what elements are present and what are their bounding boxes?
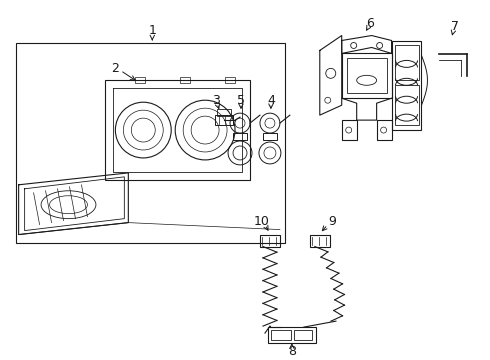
Text: 7: 7 [451, 20, 460, 33]
Bar [217, 109, 231, 116]
Bar [394, 45, 418, 80]
Bar [233, 133, 247, 140]
Bar [294, 330, 312, 340]
Bar [180, 77, 190, 83]
Bar [377, 120, 392, 140]
Bar [260, 235, 280, 247]
Text: 10: 10 [254, 215, 270, 228]
Bar [394, 85, 418, 125]
Bar [225, 77, 235, 83]
Bar [347, 58, 387, 93]
Bar [16, 44, 285, 243]
Bar [268, 327, 316, 343]
Text: 8: 8 [288, 345, 296, 357]
Bar [135, 77, 145, 83]
Text: 9: 9 [328, 215, 336, 228]
Text: 4: 4 [267, 94, 275, 107]
Text: 5: 5 [237, 94, 245, 107]
Bar [342, 120, 357, 140]
Bar [310, 235, 330, 247]
Text: 1: 1 [148, 24, 156, 37]
Text: 6: 6 [366, 17, 373, 30]
Bar [392, 41, 421, 130]
Bar [215, 115, 233, 125]
Text: 2: 2 [111, 62, 119, 75]
Bar [342, 53, 392, 98]
Bar [271, 330, 291, 340]
Bar [263, 133, 277, 140]
Text: 3: 3 [212, 94, 220, 107]
